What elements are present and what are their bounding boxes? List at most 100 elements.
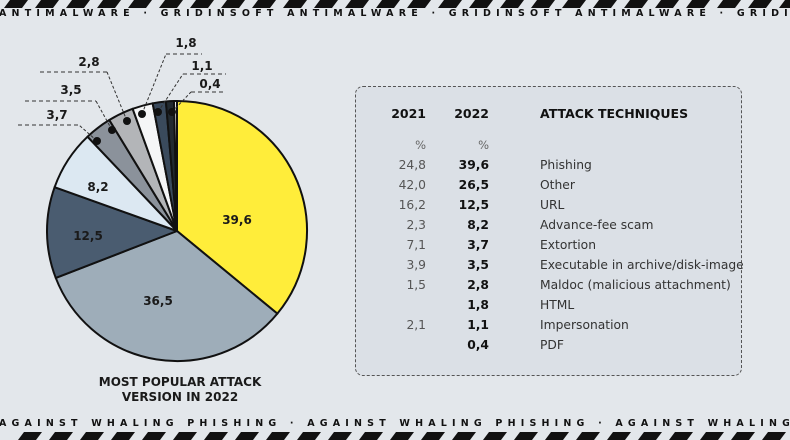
callout-value-label: 3,5 [60,83,81,97]
attack-technique-name: Maldoc (malicious attachment) [540,278,731,292]
value-2021: 16,2 [398,198,426,212]
value-2021: 2,1 [406,318,426,332]
stripe [252,0,276,8]
stripe [531,0,555,8]
stripe [607,432,631,440]
stripe [438,0,462,8]
callout-leader-line [106,71,128,122]
attack-technique-name: Advance-fee scam [540,218,654,232]
callout-dot [138,110,146,118]
slice-value-label: 39,6 [222,213,252,227]
stripe [593,0,617,8]
stripe [514,432,538,440]
attack-technique-name: HTML [540,298,575,312]
table-row: 24,8 39,6 Phishing [368,155,728,175]
value-2022: 12,5 [458,198,489,212]
value-2022: 3,5 [467,258,489,272]
stripe [762,432,786,440]
chart-caption: MOST POPULAR ATTACK VERSION IN 2022 [60,375,300,405]
pie-slice [176,100,308,315]
callout-leader-line [78,124,98,142]
stripe [97,0,121,8]
stripe [407,0,431,8]
callout-value-label: 1,8 [175,36,196,50]
stripe [235,432,259,440]
callout-dot [93,137,101,145]
slice-value-label: 12,5 [73,229,103,243]
stripe [18,432,42,440]
stripe [283,0,307,8]
value-2021: 7,1 [406,238,426,252]
stripe [66,0,90,8]
stripe [655,0,679,8]
callout-leader-line [141,53,167,115]
pie-slice [54,230,279,362]
table-row: 42,0 26,5 Other [368,175,728,195]
stripe [266,432,290,440]
stripe [669,432,693,440]
stripe [545,432,569,440]
pie-slice [46,186,178,279]
value-2022: 1,1 [467,318,489,332]
stripe [469,0,493,8]
attack-technique-name: PDF [540,338,564,352]
table-row: 2,3 8,2 Advance-fee scam [368,215,728,235]
stripe [717,0,741,8]
value-2021: 1,5 [406,278,426,292]
stripe [80,432,104,440]
value-2022: 26,5 [458,178,489,192]
value-2022: 2,8 [467,278,489,292]
stripe [562,0,586,8]
callout-leader-line [95,100,113,131]
stripe [686,0,710,8]
value-2021: 3,9 [406,258,426,272]
stripe [221,0,245,8]
stripe [500,0,524,8]
value-2022: 39,6 [458,158,489,172]
stripe [779,0,790,8]
stripe [4,0,28,8]
callout-leader-line [157,73,184,113]
stripe [297,432,321,440]
stripe [35,0,59,8]
stripe [483,432,507,440]
stripe [204,432,228,440]
value-2022: 0,4 [467,338,489,352]
stripe [328,432,352,440]
stripe [390,432,414,440]
attack-technique-name: Executable in archive/disk-image [540,258,744,272]
stripe [128,0,152,8]
slice-value-label: 36,5 [143,294,173,308]
stripe [49,432,73,440]
stripe [142,432,166,440]
table-row: 7,1 3,7 Extortion [368,235,728,255]
table-row: 1,8 HTML [368,295,728,315]
value-2022: 1,8 [467,298,489,312]
attack-technique-name: Impersonation [540,318,629,332]
caption-line-2: VERSION IN 2022 [121,390,239,404]
callout-dot [154,108,162,116]
table-row: 1,5 2,8 Maldoc (malicious attachment) [368,275,731,295]
stripe [159,0,183,8]
value-2021: 24,8 [398,158,426,172]
header-attack-techniques: ATTACK TECHNIQUES [540,106,689,121]
stripe [421,432,445,440]
stripe [624,0,648,8]
header-2021: 2021 [391,106,426,121]
table-row: 16,2 12,5 URL [368,195,728,215]
callout-value-label: 3,7 [46,108,67,122]
stripe [173,432,197,440]
bottom-hazard-stripes [0,432,790,440]
attack-technique-name: Extortion [540,238,597,252]
callout-value-label: 0,4 [199,77,220,91]
slice-value-label: 8,2 [87,180,108,194]
stripe [452,432,476,440]
attack-technique-name: Other [540,178,575,192]
top-banner-text: ANTIMALWARE · GRIDINSOFT ANTIMALWARE · G… [0,8,789,19]
pie-slice [173,99,178,232]
top-hazard-stripes [0,0,790,8]
attack-technique-name: Phishing [540,158,592,172]
callout-dot [168,108,176,116]
callout-dot [123,117,131,125]
table-header-row: 2021 2022 ATTACK TECHNIQUES [368,104,728,124]
